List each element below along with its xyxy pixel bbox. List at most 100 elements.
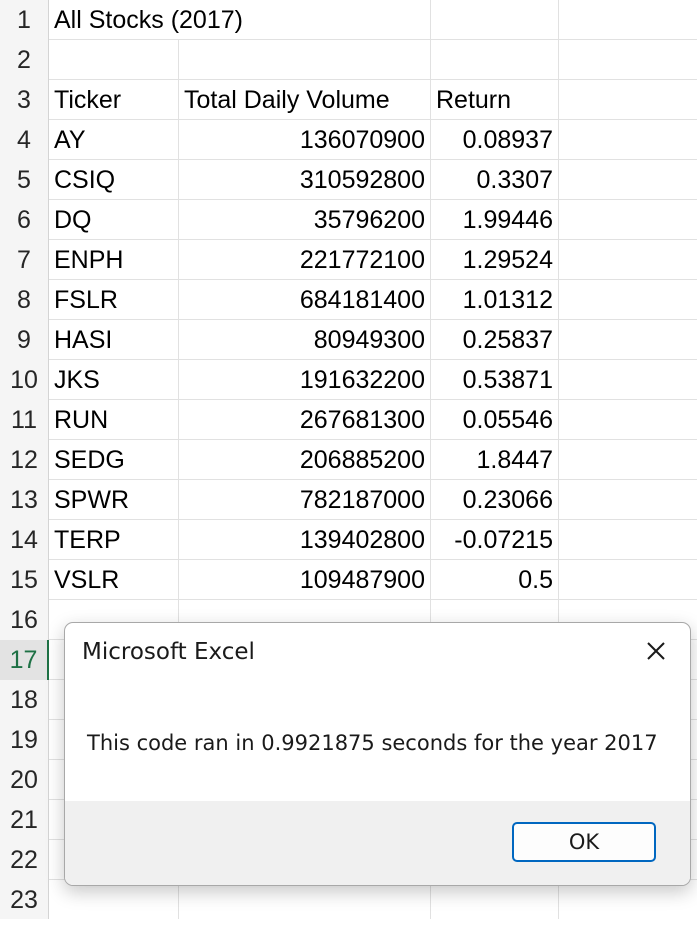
cell-d[interactable] [559, 40, 697, 80]
row-header[interactable]: 18 [0, 680, 49, 720]
sheet-row: 11 RUN 267681300 0.05546 [0, 400, 697, 440]
return-cell[interactable]: 1.29524 [431, 240, 559, 280]
return-cell[interactable]: 1.8447 [431, 440, 559, 480]
volume-cell[interactable]: 782187000 [179, 480, 431, 520]
dialog-title: Microsoft Excel [82, 639, 255, 665]
return-cell[interactable]: 0.53871 [431, 360, 559, 400]
row-header[interactable]: 11 [0, 400, 49, 440]
row-header[interactable]: 22 [0, 840, 49, 880]
return-cell[interactable]: 0.08937 [431, 120, 559, 160]
message-dialog: Microsoft Excel This code ran in 0.99218… [64, 622, 691, 886]
cell-d[interactable] [559, 200, 697, 240]
row-header[interactable]: 15 [0, 560, 49, 600]
volume-cell[interactable]: 684181400 [179, 280, 431, 320]
volume-cell[interactable]: 206885200 [179, 440, 431, 480]
cell-d[interactable] [559, 0, 697, 40]
sheet-row: 15 VSLR 109487900 0.5 [0, 560, 697, 600]
cell-d[interactable] [559, 520, 697, 560]
volume-cell[interactable]: 267681300 [179, 400, 431, 440]
return-cell[interactable]: 0.25837 [431, 320, 559, 360]
sheet-row: 8 FSLR 684181400 1.01312 [0, 280, 697, 320]
row-header[interactable]: 2 [0, 40, 49, 80]
ticker-cell[interactable]: JKS [49, 360, 179, 400]
row-header[interactable]: 4 [0, 120, 49, 160]
row-header[interactable]: 19 [0, 720, 49, 760]
cell-d[interactable] [559, 80, 697, 120]
ticker-cell[interactable]: DQ [49, 200, 179, 240]
ticker-cell[interactable]: FSLR [49, 280, 179, 320]
cell-d[interactable] [559, 440, 697, 480]
cell-c[interactable] [431, 0, 559, 40]
cell-a[interactable] [49, 40, 179, 80]
close-icon[interactable] [640, 635, 672, 667]
sheet-row: 9 HASI 80949300 0.25837 [0, 320, 697, 360]
sheet-row: 7 ENPH 221772100 1.29524 [0, 240, 697, 280]
return-cell[interactable]: 0.23066 [431, 480, 559, 520]
volume-cell[interactable]: 310592800 [179, 160, 431, 200]
row-header[interactable]: 5 [0, 160, 49, 200]
return-cell[interactable]: 0.5 [431, 560, 559, 600]
row-header[interactable]: 14 [0, 520, 49, 560]
cell-d[interactable] [559, 240, 697, 280]
volume-cell[interactable]: 109487900 [179, 560, 431, 600]
ticker-cell[interactable]: RUN [49, 400, 179, 440]
dialog-message: This code ran in 0.9921875 seconds for t… [87, 731, 658, 755]
cell-c[interactable] [431, 880, 559, 919]
header-volume[interactable]: Total Daily Volume [179, 80, 431, 120]
cell-b[interactable] [179, 880, 431, 919]
volume-cell[interactable]: 139402800 [179, 520, 431, 560]
row-header[interactable]: 7 [0, 240, 49, 280]
cell-b[interactable] [179, 0, 431, 40]
header-return[interactable]: Return [431, 80, 559, 120]
row-header[interactable]: 3 [0, 80, 49, 120]
ok-button[interactable]: OK [512, 822, 656, 862]
row-header[interactable]: 1 [0, 0, 49, 40]
row-header[interactable]: 8 [0, 280, 49, 320]
cell-d[interactable] [559, 320, 697, 360]
ticker-cell[interactable]: SEDG [49, 440, 179, 480]
cell-d[interactable] [559, 160, 697, 200]
cell-c[interactable] [431, 40, 559, 80]
ticker-cell[interactable]: TERP [49, 520, 179, 560]
volume-cell[interactable]: 136070900 [179, 120, 431, 160]
cell-d[interactable] [559, 120, 697, 160]
cell-d[interactable] [559, 280, 697, 320]
sheet-row: 10 JKS 191632200 0.53871 [0, 360, 697, 400]
cell-d[interactable] [559, 560, 697, 600]
cell-b[interactable] [179, 40, 431, 80]
cell-a[interactable] [49, 880, 179, 919]
row-header[interactable]: 12 [0, 440, 49, 480]
row-header[interactable]: 21 [0, 800, 49, 840]
row-header[interactable]: 13 [0, 480, 49, 520]
return-cell[interactable]: 1.01312 [431, 280, 559, 320]
row-header[interactable]: 10 [0, 360, 49, 400]
sheet-row: 14 TERP 139402800 -0.07215 [0, 520, 697, 560]
volume-cell[interactable]: 35796200 [179, 200, 431, 240]
ticker-cell[interactable]: ENPH [49, 240, 179, 280]
ticker-cell[interactable]: HASI [49, 320, 179, 360]
row-header[interactable]: 23 [0, 880, 49, 919]
volume-cell[interactable]: 191632200 [179, 360, 431, 400]
return-cell[interactable]: 1.99446 [431, 200, 559, 240]
row-header[interactable]: 17 [0, 640, 49, 680]
volume-cell[interactable]: 221772100 [179, 240, 431, 280]
ticker-cell[interactable]: CSIQ [49, 160, 179, 200]
return-cell[interactable]: 0.05546 [431, 400, 559, 440]
row-header[interactable]: 9 [0, 320, 49, 360]
ticker-cell[interactable]: SPWR [49, 480, 179, 520]
row-header[interactable]: 16 [0, 600, 49, 640]
ticker-cell[interactable]: AY [49, 120, 179, 160]
row-header[interactable]: 6 [0, 200, 49, 240]
header-ticker[interactable]: Ticker [49, 80, 179, 120]
volume-cell[interactable]: 80949300 [179, 320, 431, 360]
return-cell[interactable]: 0.3307 [431, 160, 559, 200]
sheet-row: 18 [0, 680, 697, 720]
row-header[interactable]: 20 [0, 760, 49, 800]
ticker-cell[interactable]: VSLR [49, 560, 179, 600]
return-cell[interactable]: -0.07215 [431, 520, 559, 560]
cell-d[interactable] [559, 480, 697, 520]
sheet-title-cell[interactable]: All Stocks (2017) [49, 0, 243, 40]
cell-d[interactable] [559, 360, 697, 400]
sheet-row: 12 SEDG 206885200 1.8447 [0, 440, 697, 480]
cell-d[interactable] [559, 400, 697, 440]
